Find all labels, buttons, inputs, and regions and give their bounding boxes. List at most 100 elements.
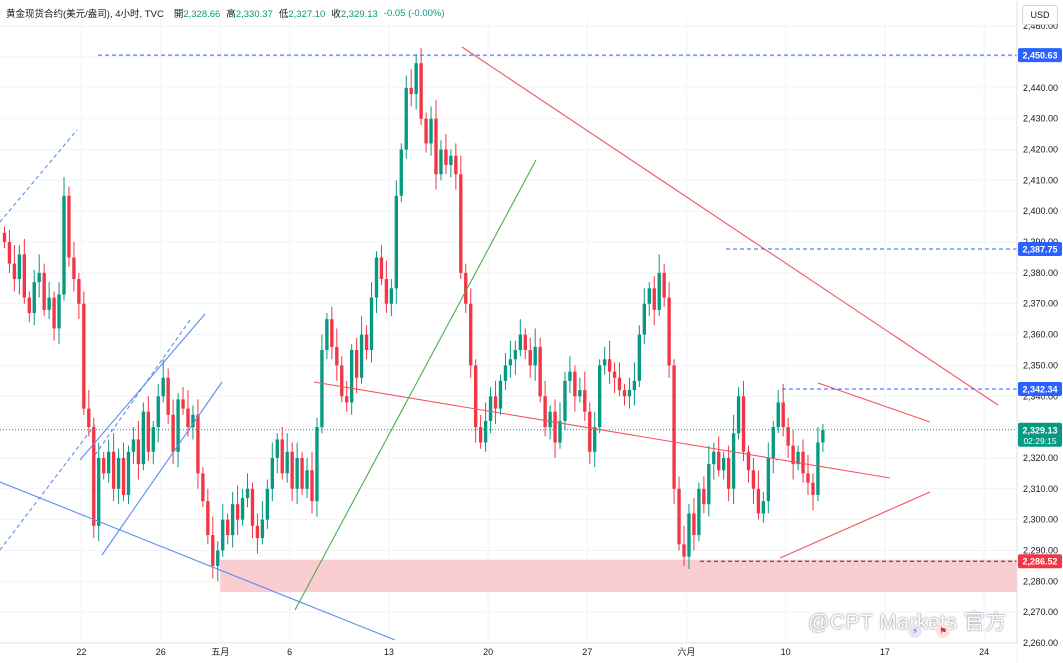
- candle-body: [57, 294, 61, 329]
- candle-body: [394, 195, 398, 289]
- candle-body: [741, 396, 746, 452]
- candle-body: [186, 408, 190, 428]
- candle-body: [340, 365, 344, 397]
- candle-body: [469, 303, 473, 366]
- candle-body: [707, 464, 711, 505]
- candle-body: [687, 513, 691, 557]
- candle-body: [667, 297, 671, 366]
- candle-body: [82, 303, 86, 409]
- candle-body: [240, 498, 245, 520]
- candle-body: [121, 457, 126, 495]
- candle-body: [503, 365, 508, 381]
- candle-body: [746, 451, 751, 471]
- flag-icon: ⚑: [936, 624, 950, 638]
- candle-body: [751, 470, 756, 489]
- candle-body: [682, 544, 686, 557]
- time-tick-label: 24: [979, 647, 989, 657]
- price-label-text: 2,286.52: [1022, 557, 1057, 567]
- candle-body: [22, 254, 26, 298]
- candle-body: [409, 87, 413, 95]
- candle-body: [330, 319, 334, 347]
- candle-body: [320, 350, 324, 428]
- green-uptrend-line: [294, 159, 537, 611]
- candle-body: [146, 411, 150, 452]
- candle-body: [166, 377, 170, 415]
- candle-body: [62, 195, 66, 295]
- channel-upper-blue: [79, 313, 206, 461]
- candle-body: [211, 535, 215, 566]
- candle-body: [270, 457, 274, 489]
- long-blue-support-line: [0, 481, 396, 641]
- candle-body: [335, 346, 339, 366]
- candle-body: [607, 359, 612, 372]
- candle-body: [250, 488, 255, 526]
- candle-body: [726, 457, 731, 489]
- candle-body: [583, 390, 587, 412]
- candle-body: [17, 254, 22, 280]
- candle-body: [493, 396, 498, 409]
- lightning-icon: ⚡: [908, 624, 922, 638]
- time-tick-label: 27: [582, 647, 592, 657]
- price-tick-label: 2,270.00: [1023, 607, 1058, 617]
- price-tick-label: 2,440.00: [1023, 83, 1058, 93]
- price-tick-label: 2,360.00: [1023, 330, 1058, 340]
- candle-body: [384, 279, 389, 304]
- time-tick-label: 五月: [211, 647, 229, 657]
- time-tick-label: 6: [287, 647, 292, 657]
- price-label-box: [1018, 48, 1062, 63]
- price-label-box: [1018, 241, 1062, 256]
- candle-body: [419, 63, 423, 119]
- candle-body: [786, 427, 790, 446]
- time-tick-label: 六月: [677, 646, 695, 657]
- candle-body: [722, 457, 726, 471]
- watermark-text: @CPT Markets 官方: [808, 611, 1007, 634]
- triangle-upper-line: [817, 382, 931, 423]
- candle-body: [255, 525, 260, 539]
- candle-body: [662, 272, 666, 298]
- current-price-text: 2,329.13: [1022, 425, 1057, 435]
- candle-body: [816, 442, 820, 495]
- candle-body: [692, 513, 696, 536]
- candle-body: [548, 411, 552, 428]
- candle-body: [305, 470, 309, 489]
- candle-body: [538, 346, 542, 397]
- chart-legend: 黄金现货合约(美元/盎司), 4小时, TVC 開2,328.66 高2,330…: [6, 6, 445, 21]
- candle-body: [622, 390, 627, 397]
- candle-body: [702, 488, 706, 505]
- candle-body: [37, 272, 41, 283]
- price-tick-label: 2,300.00: [1023, 515, 1058, 525]
- candle-body: [731, 433, 736, 489]
- candle-body: [345, 396, 349, 403]
- candle-body: [766, 457, 770, 502]
- candle-body: [126, 451, 131, 495]
- drawings: [0, 46, 1017, 641]
- candle-body: [602, 359, 607, 366]
- candle-body: [310, 470, 314, 502]
- candle-body: [151, 427, 155, 452]
- candle-body: [488, 396, 493, 421]
- candle-body: [761, 501, 766, 514]
- price-label-box: [1018, 382, 1062, 397]
- candle-body: [612, 371, 617, 378]
- legend-low: 低2,327.10: [278, 9, 326, 20]
- time-axis[interactable]: 22 26 五月 6 13 20 27 六月 10 17 24: [0, 642, 1017, 663]
- time-tick-label: 10: [781, 647, 791, 657]
- price-tick-label: 2,370.00: [1023, 299, 1058, 309]
- support-zone: [220, 559, 1020, 593]
- candle-body: [7, 242, 12, 264]
- triangle-lower-line: [779, 491, 931, 559]
- candle-body: [474, 365, 478, 428]
- price-tick-label: 2,400.00: [1023, 206, 1058, 216]
- candle-body: [97, 457, 101, 526]
- candle-body: [558, 420, 562, 443]
- candle-body: [459, 174, 463, 273]
- price-tick-label: 2,320.00: [1023, 453, 1058, 463]
- price-axis[interactable]: 2,260.00 2,270.00 2,280.00 2,290.00 2,300.00…: [1016, 0, 1063, 663]
- candle-body: [464, 272, 468, 304]
- currency-button[interactable]: USD: [1022, 5, 1058, 25]
- candle-body: [389, 288, 394, 304]
- price-tick-label: 2,460.00: [1023, 21, 1058, 31]
- channel-lower-blue: [101, 381, 223, 556]
- candle-body: [265, 488, 270, 520]
